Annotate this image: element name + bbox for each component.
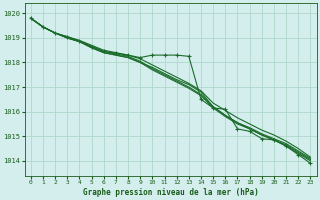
X-axis label: Graphe pression niveau de la mer (hPa): Graphe pression niveau de la mer (hPa): [83, 188, 259, 197]
